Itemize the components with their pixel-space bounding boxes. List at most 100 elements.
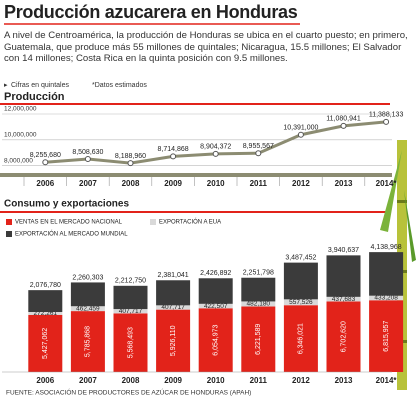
point	[170, 153, 177, 160]
value-label: 422,507	[204, 303, 228, 310]
section-rule	[0, 211, 390, 213]
value-label: 2,381,041	[158, 272, 189, 279]
bar-segment	[326, 301, 361, 372]
value-label: 8,508,630	[72, 149, 103, 156]
x-tick-label: 2008	[122, 179, 140, 188]
title: Producción azucarera en Honduras	[4, 2, 298, 22]
bar-segment	[198, 278, 233, 304]
bar-segment	[28, 314, 63, 372]
value-label: 2,251,798	[243, 270, 274, 277]
bar-segment	[198, 308, 233, 372]
value-label: 8,904,372	[200, 144, 231, 151]
point	[340, 122, 347, 129]
value-label: 462,459	[76, 305, 100, 312]
section-title: Producción	[4, 91, 65, 103]
bar-segment	[198, 303, 233, 309]
value-label: 437,683	[332, 296, 356, 303]
x-tick-label: 2010	[207, 376, 225, 385]
bar-segment	[241, 306, 276, 372]
bar-segment	[283, 305, 318, 372]
point	[383, 118, 390, 125]
value-label: 5,568,493	[127, 327, 134, 358]
bar-segment	[283, 262, 318, 300]
value-label: 8,188,960	[115, 153, 146, 160]
bar-segment	[369, 295, 404, 301]
x-tick-label: 2013	[335, 376, 353, 385]
x-tick-label: 2012	[292, 376, 310, 385]
note: *Datos estimados	[92, 82, 147, 89]
x-tick-label: 2009	[164, 179, 182, 188]
value-label: 557,526	[289, 299, 313, 306]
bar-segment	[156, 280, 191, 306]
bar-segment	[241, 277, 276, 302]
value-label: 6,346,021	[298, 323, 305, 354]
x-tick-label: 2011	[250, 179, 268, 188]
bar-segment	[113, 309, 148, 314]
value-label: 407,717	[161, 304, 185, 311]
bar-segment	[70, 282, 105, 307]
bar-segment	[113, 285, 148, 310]
value-label: 2,426,892	[200, 270, 231, 277]
line	[45, 120, 387, 165]
value-label: 8,714,868	[158, 146, 189, 153]
value-label: 8,255,680	[30, 152, 61, 159]
bar-segment	[156, 305, 191, 310]
value-label: 433,208	[374, 295, 398, 302]
value-label: 3,940,637	[328, 247, 359, 254]
legend-label: EXPORTACIÓN A EUA	[159, 219, 221, 226]
intro: A nivel de Centroamérica, la producción …	[4, 30, 408, 64]
bar-segment	[28, 290, 63, 313]
value-label: 11,080,941	[326, 116, 361, 123]
legend-label: VENTAS EN EL MERCADO NACIONAL	[15, 220, 123, 226]
x-tick-label: 2006	[36, 376, 54, 385]
value-label: 6,221,589	[255, 324, 262, 355]
x-tick-label: 2006	[36, 179, 54, 188]
point	[297, 131, 304, 138]
x-tick-label: 2014*	[376, 376, 398, 385]
value-label: 6,815,957	[383, 320, 390, 351]
note-icon: ▸	[4, 82, 8, 89]
value-label: 272,261	[34, 310, 58, 317]
x-axis-band	[0, 173, 392, 177]
point	[255, 150, 262, 157]
point	[212, 150, 219, 157]
bar-segment	[241, 301, 276, 307]
x-tick-label: 2011	[250, 376, 268, 385]
legend-label: EXPORTACIÓN AL MERCADO MUNDIAL	[15, 231, 128, 238]
bar-segment	[70, 306, 105, 312]
value-label: 5,926,110	[170, 325, 177, 356]
x-tick-label: 2010	[207, 179, 225, 188]
y-tick-label: 12,000,000	[4, 106, 37, 113]
x-tick-label: 2008	[122, 376, 140, 385]
bar-segment	[326, 255, 361, 297]
value-label: 10,391,000	[283, 125, 318, 132]
x-tick-label: 2009	[164, 376, 182, 385]
bar-segment	[326, 296, 361, 302]
value-label: 3,487,452	[285, 254, 316, 261]
section-rule	[0, 103, 390, 105]
x-tick-label: 2007	[79, 376, 97, 385]
bar-segment	[156, 309, 191, 372]
x-tick-label: 2007	[79, 179, 97, 188]
point	[127, 160, 134, 167]
value-label: 6,702,620	[340, 321, 347, 352]
point	[84, 155, 91, 162]
value-label: 5,427,062	[42, 328, 49, 359]
value-label: 482,180	[247, 301, 271, 308]
legend-swatch	[6, 231, 12, 237]
bar-segment	[283, 299, 318, 306]
bar-segment	[113, 313, 148, 372]
bar-segment	[369, 252, 404, 296]
value-label: 4,138,968	[371, 244, 402, 251]
section-title: Consumo y exportaciones	[4, 199, 129, 210]
value-label: 2,212,750	[115, 278, 146, 285]
value-label: 6,054,973	[213, 324, 220, 355]
value-label: 407,717	[119, 308, 143, 315]
x-tick-label: 2014*	[376, 179, 398, 188]
bar-segment	[70, 311, 105, 372]
note: Cifras en quintales	[11, 82, 69, 89]
y-tick-label: 10,000,000	[4, 131, 37, 138]
y-tick-label: 8,000,000	[4, 157, 33, 164]
